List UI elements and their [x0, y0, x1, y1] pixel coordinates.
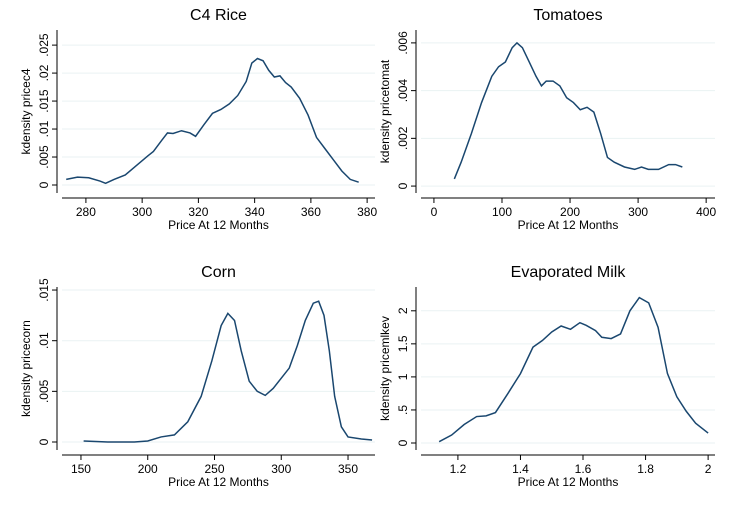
- y-tick-label: 2: [396, 307, 410, 314]
- x-tick-label: 300: [132, 205, 152, 219]
- y-tick-label: .5: [396, 405, 410, 415]
- x-axis-label: Price At 12 Months: [518, 218, 619, 232]
- y-tick-label: 1.5: [396, 335, 410, 352]
- chart-title: Corn: [201, 264, 236, 281]
- x-tick-label: 150: [71, 462, 91, 476]
- y-tick-label: .002: [396, 126, 410, 150]
- x-tick-label: 100: [492, 205, 512, 219]
- y-tick-label: .005: [37, 145, 51, 169]
- y-axis-label: kdensity pricetomat: [378, 59, 392, 163]
- y-tick-label: .025: [37, 33, 51, 57]
- x-tick-label: 360: [301, 205, 321, 219]
- x-tick-label: 200: [560, 205, 580, 219]
- x-tick-label: 2: [705, 462, 712, 476]
- y-tick-label: .01: [37, 120, 51, 137]
- y-axis-label: kdensity pricecorn: [19, 320, 33, 417]
- x-tick-label: 320: [188, 205, 208, 219]
- y-tick-label: 0: [396, 439, 410, 446]
- y-tick-label: .004: [396, 79, 410, 103]
- x-tick-label: 340: [245, 205, 265, 219]
- density-line: [83, 300, 373, 443]
- density-line: [66, 57, 359, 185]
- y-tick-label: 1: [396, 373, 410, 380]
- y-tick-label: 0: [37, 181, 51, 188]
- y-tick-label: .005: [37, 379, 51, 403]
- x-axis-label: Price At 12 Months: [168, 218, 269, 232]
- y-tick-label: .006: [396, 31, 410, 55]
- x-tick-label: 1.8: [637, 462, 654, 476]
- x-tick-label: 200: [138, 462, 158, 476]
- x-tick-label: 1.6: [575, 462, 592, 476]
- x-tick-label: 0: [431, 205, 438, 219]
- y-axis-label: kdensity pricec4: [19, 68, 33, 154]
- chart-title: Tomatoes: [533, 7, 602, 24]
- y-tick-label: .01: [37, 332, 51, 349]
- x-axis-label: Price At 12 Months: [518, 475, 619, 489]
- y-tick-label: 0: [37, 438, 51, 445]
- y-tick-label: .015: [37, 89, 51, 113]
- x-tick-label: 350: [338, 462, 358, 476]
- y-tick-label: .02: [37, 64, 51, 81]
- x-tick-label: 250: [204, 462, 224, 476]
- y-tick-label: .015: [37, 278, 51, 302]
- y-tick-label: 0: [396, 182, 410, 189]
- chart-title: Evaporated Milk: [511, 264, 627, 281]
- density-line: [438, 296, 709, 443]
- chart-title: C4 Rice: [190, 7, 247, 24]
- x-tick-label: 400: [696, 205, 716, 219]
- x-tick-label: 1.2: [450, 462, 467, 476]
- x-tick-label: 1.4: [512, 462, 529, 476]
- density-line: [453, 41, 683, 180]
- y-axis-label: kdensity pricemlkev: [378, 316, 392, 421]
- x-tick-label: 300: [271, 462, 291, 476]
- x-tick-label: 380: [357, 205, 377, 219]
- x-tick-label: 300: [628, 205, 648, 219]
- x-axis-label: Price At 12 Months: [168, 475, 269, 489]
- x-tick-label: 280: [76, 205, 96, 219]
